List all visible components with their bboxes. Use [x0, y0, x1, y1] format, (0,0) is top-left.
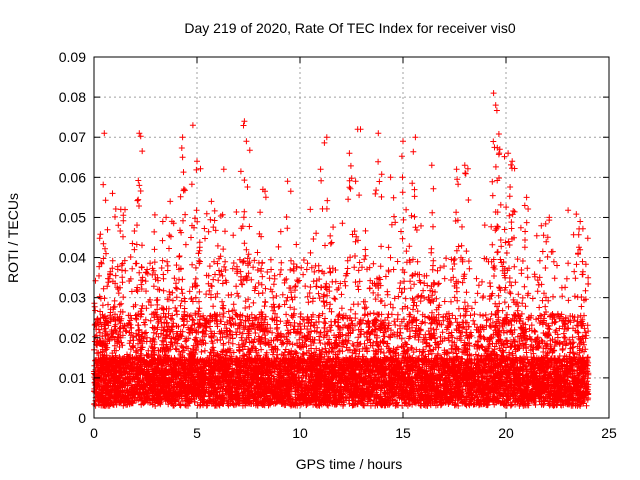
- data-points: [91, 90, 592, 409]
- y-tick-label: 0.05: [59, 209, 86, 225]
- y-tick-label: 0.02: [59, 330, 86, 346]
- x-axis-label: GPS time / hours: [296, 456, 403, 472]
- y-tick-label: 0.04: [59, 250, 86, 266]
- x-tick-label: 0: [90, 425, 98, 441]
- plot-frame: [93, 56, 610, 419]
- chart-title: Day 219 of 2020, Rate Of TEC Index for r…: [184, 20, 515, 36]
- y-axis-label: ROTI / TECUs: [5, 193, 21, 283]
- roti-points: [91, 90, 592, 409]
- x-tick-label: 15: [395, 425, 411, 441]
- y-tick-label: 0: [78, 410, 86, 426]
- y-tick-label: 0.07: [59, 129, 86, 145]
- axis-ticks: 0 0.01 0.02 0.03 0.04 0.05 0.06 0.07 0.08 0.09 0 5 1…: [59, 49, 617, 441]
- y-tick-label: 0.09: [59, 49, 86, 65]
- y-tick-label: 0.06: [59, 169, 86, 185]
- x-tick-label: 25: [601, 425, 617, 441]
- y-tick-label: 0.08: [59, 89, 86, 105]
- x-tick-label: 5: [193, 425, 201, 441]
- x-tick-label: 10: [292, 425, 308, 441]
- x-tick-label: 20: [498, 425, 514, 441]
- y-tick-label: 0.03: [59, 290, 86, 306]
- y-tick-label: 0.01: [59, 370, 86, 386]
